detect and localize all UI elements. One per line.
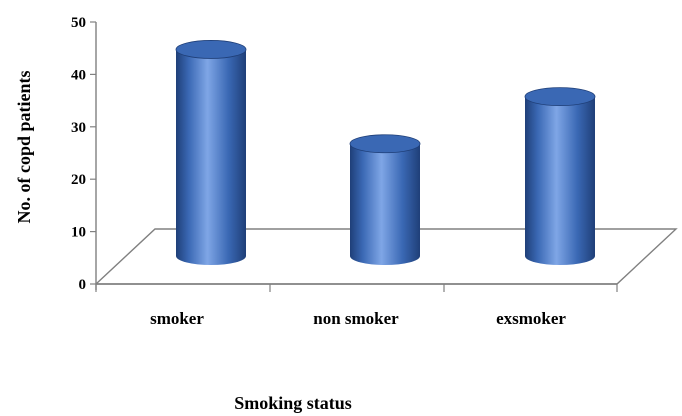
bar-body: [525, 96, 595, 265]
y-axis-title: No. of copd patients: [14, 70, 34, 223]
bar-body: [176, 49, 246, 265]
y-tick-label: 40: [71, 67, 86, 83]
x-axis-title: Smoking status: [234, 393, 352, 413]
category-label: non smoker: [313, 309, 399, 328]
bar-body: [350, 143, 420, 265]
bar-top: [175, 40, 247, 59]
category-label: smoker: [150, 309, 204, 328]
chart-floor: [95, 228, 678, 285]
bar-top: [524, 87, 596, 106]
bar-non-smoker: [349, 134, 421, 265]
y-tick-label: 10: [71, 225, 86, 241]
bars: [175, 40, 596, 265]
y-tick-label: 50: [71, 15, 86, 31]
bar-exsmoker: [524, 87, 596, 265]
bar-smoker: [175, 40, 247, 265]
y-tick-label: 30: [71, 120, 86, 136]
y-tick-label: 20: [71, 172, 86, 188]
y-tick-label: 0: [79, 277, 87, 293]
category-labels: smoker non smoker exsmoker: [150, 309, 566, 328]
y-axis: 0 10 20 30 40 50: [71, 15, 618, 293]
category-label: exsmoker: [496, 309, 566, 328]
bar-top: [349, 134, 421, 154]
